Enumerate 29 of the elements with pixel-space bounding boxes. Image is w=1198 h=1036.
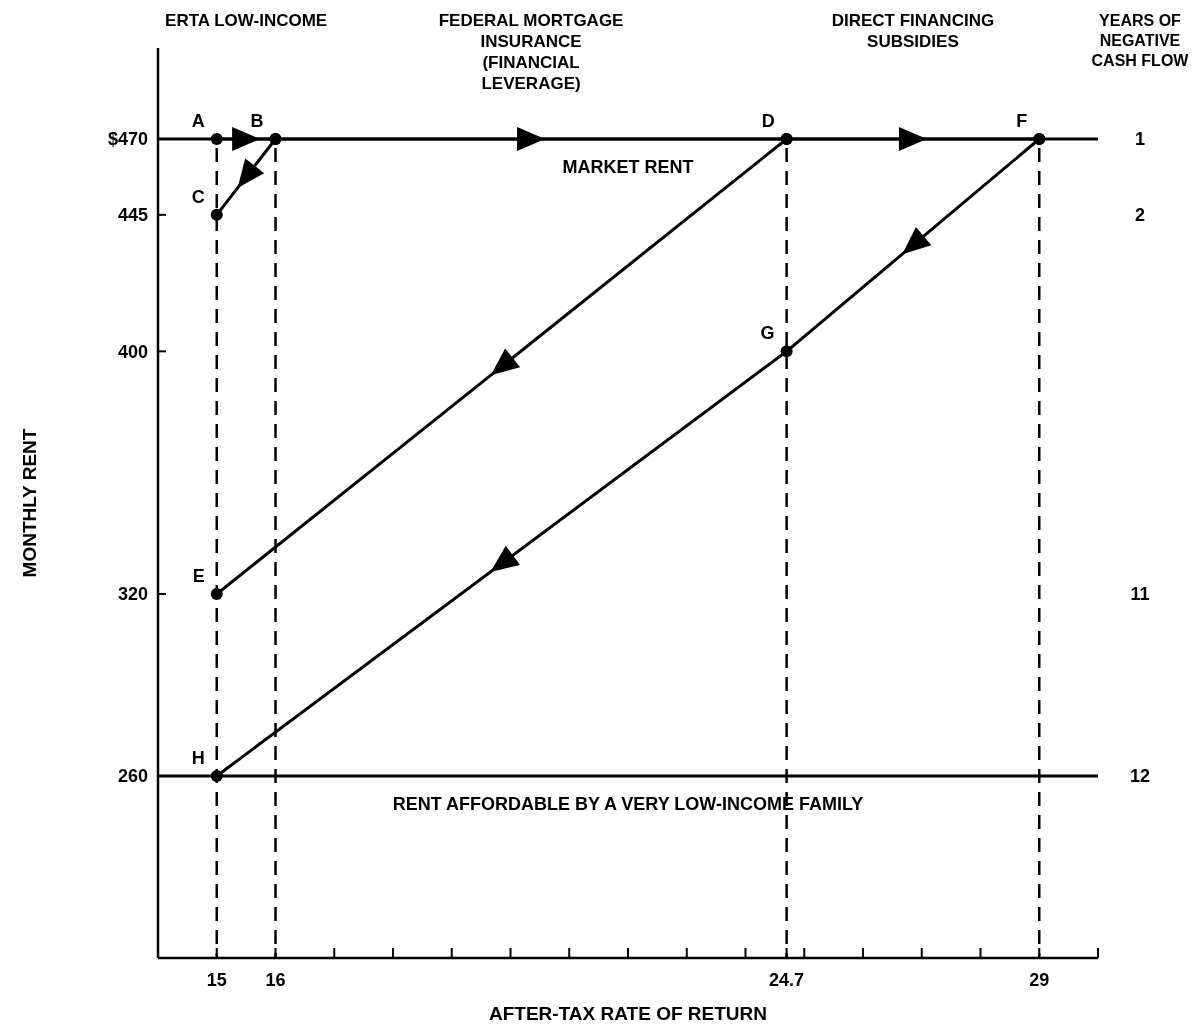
annotation: FEDERAL MORTGAGE INSURANCE (FINANCIAL LEVERAGE) [438,11,624,93]
y-axis-title: MONTHLY RENT [19,428,40,578]
text: 1 [1134,129,1146,150]
annotation: F [1016,111,1028,131]
annotation: DIRECT FINANCING SUBSIDIES [831,11,995,51]
text: 12 [1129,766,1151,787]
text: 11 [1130,584,1150,605]
y-tick-label: 400 [117,341,148,362]
y-tick-label: 320 [117,584,148,605]
x-axis-title: AFTER-TAX RATE OF RETURN [489,1003,767,1024]
series-label: RENT AFFORDABLE BY A VERY LOW-INCOME FAMILY [392,794,864,814]
annotation: C [191,186,205,207]
x-tick-label: 15 [206,970,227,990]
annotation: E [192,566,205,586]
annotation: B [250,111,264,131]
annotation: H [191,748,205,768]
y-tick-label: 260 [117,766,148,787]
x-tick-label: 29 [1029,970,1050,990]
annotation: A [191,111,205,131]
text: ERTA LOW-INCOME [165,11,328,30]
y-tick-label: 445 [117,205,148,226]
text: 2 [1134,205,1146,226]
y2-axis-title: YEARS OF NEGATIVE CASH FLOW [1091,12,1190,69]
y-tick-label: $470 [107,129,148,150]
x-tick-label: 16 [265,970,286,990]
annotation: G [760,323,775,344]
x-tick-label: 24.7 [769,970,805,990]
series-label: MARKET RENT [562,157,694,177]
annotation: D [761,111,775,131]
